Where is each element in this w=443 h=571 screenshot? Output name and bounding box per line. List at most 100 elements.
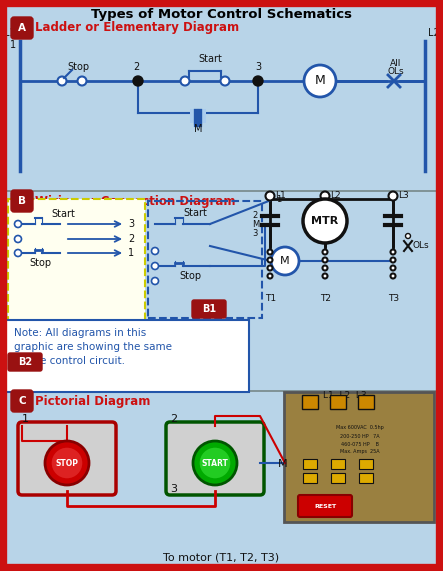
Circle shape [271,247,299,275]
Bar [359,459,373,469]
FancyBboxPatch shape [11,190,33,212]
Text: OLs: OLs [388,67,404,77]
Text: M: M [278,459,288,469]
Text: 1: 1 [128,248,134,258]
Text: 2: 2 [128,234,134,244]
Circle shape [323,258,327,263]
Text: Stop: Stop [67,62,89,72]
FancyBboxPatch shape [11,390,33,412]
Circle shape [152,278,159,284]
Bar [302,395,318,409]
Circle shape [268,266,272,271]
Text: M: M [252,220,259,229]
FancyBboxPatch shape [5,320,249,392]
FancyBboxPatch shape [8,353,42,371]
Bar [358,395,374,409]
Circle shape [265,191,275,200]
Text: T2: T2 [320,294,331,303]
FancyBboxPatch shape [166,422,264,495]
Circle shape [58,77,66,86]
FancyBboxPatch shape [192,300,226,318]
Circle shape [390,266,396,271]
Circle shape [15,235,22,243]
Text: 200-250 HP   7A: 200-250 HP 7A [340,433,380,439]
Text: B1: B1 [202,304,216,314]
Circle shape [405,234,411,239]
Text: A: A [18,23,26,33]
Text: T1: T1 [265,294,276,303]
Bar [331,473,345,483]
Circle shape [268,258,272,263]
Text: Stop: Stop [29,258,51,268]
Circle shape [221,77,229,86]
Circle shape [268,250,272,255]
Circle shape [152,247,159,255]
Text: 1: 1 [22,414,29,424]
Text: 2: 2 [170,414,177,424]
Circle shape [389,191,397,200]
Circle shape [45,441,89,485]
Text: 2: 2 [252,211,257,220]
Text: RESET: RESET [314,504,336,509]
Text: T3: T3 [388,294,399,303]
Circle shape [15,250,22,256]
Text: Start: Start [51,209,75,219]
Circle shape [253,76,263,86]
Text: L3: L3 [398,191,409,200]
Text: M: M [194,124,202,134]
Text: L2: L2 [330,191,341,200]
Circle shape [199,447,231,479]
Text: 3: 3 [128,219,134,229]
Text: L2: L2 [428,28,440,38]
Circle shape [51,447,83,479]
FancyBboxPatch shape [298,495,352,517]
Circle shape [390,250,396,255]
Text: Pictorial Diagram: Pictorial Diagram [35,395,150,408]
Circle shape [323,250,327,255]
Circle shape [303,199,347,243]
Bar [303,473,317,483]
Text: B2: B2 [18,357,32,367]
Text: 3: 3 [255,62,261,72]
Text: OLs: OLs [413,242,430,251]
Circle shape [320,191,330,200]
Text: Note: All diagrams in this
graphic are showing the same
3-wire control circuit.: Note: All diagrams in this graphic are s… [14,328,172,366]
FancyBboxPatch shape [284,392,434,522]
Text: Max 600VAC  0.5hp: Max 600VAC 0.5hp [336,425,384,431]
Text: 460-075 HP    B: 460-075 HP B [341,441,379,447]
FancyBboxPatch shape [18,422,116,495]
Text: M: M [315,74,325,87]
Bar [330,395,346,409]
Text: STOP: STOP [55,459,78,468]
Text: Optional
Method: Optional Method [45,348,89,370]
Circle shape [323,266,327,271]
Text: Start: Start [198,54,222,64]
Circle shape [180,77,190,86]
Bar [190,109,206,123]
Circle shape [78,77,86,86]
Circle shape [304,65,336,97]
Text: L1  L2  L3: L1 L2 L3 [323,391,367,400]
Text: Stop: Stop [179,271,201,281]
Circle shape [390,274,396,279]
Text: 3: 3 [252,229,257,238]
Circle shape [193,441,237,485]
Circle shape [152,263,159,270]
Text: L1: L1 [275,191,286,200]
Bar [303,459,317,469]
Text: 1: 1 [10,40,16,50]
Bar [331,459,345,469]
Text: B: B [18,196,26,206]
Circle shape [268,274,272,279]
Text: To motor (T1, T2, T3): To motor (T1, T2, T3) [163,553,280,563]
Circle shape [390,258,396,263]
Text: Types of Motor Control Schematics: Types of Motor Control Schematics [91,8,352,21]
Text: M: M [280,256,290,266]
Text: Wiring or Connection Diagram: Wiring or Connection Diagram [35,195,236,207]
Circle shape [15,220,22,227]
Text: 1: 1 [276,195,281,204]
Text: START: START [202,459,229,468]
Text: 3: 3 [170,484,177,494]
Text: Start: Start [183,208,207,218]
Text: L1: L1 [4,28,16,38]
